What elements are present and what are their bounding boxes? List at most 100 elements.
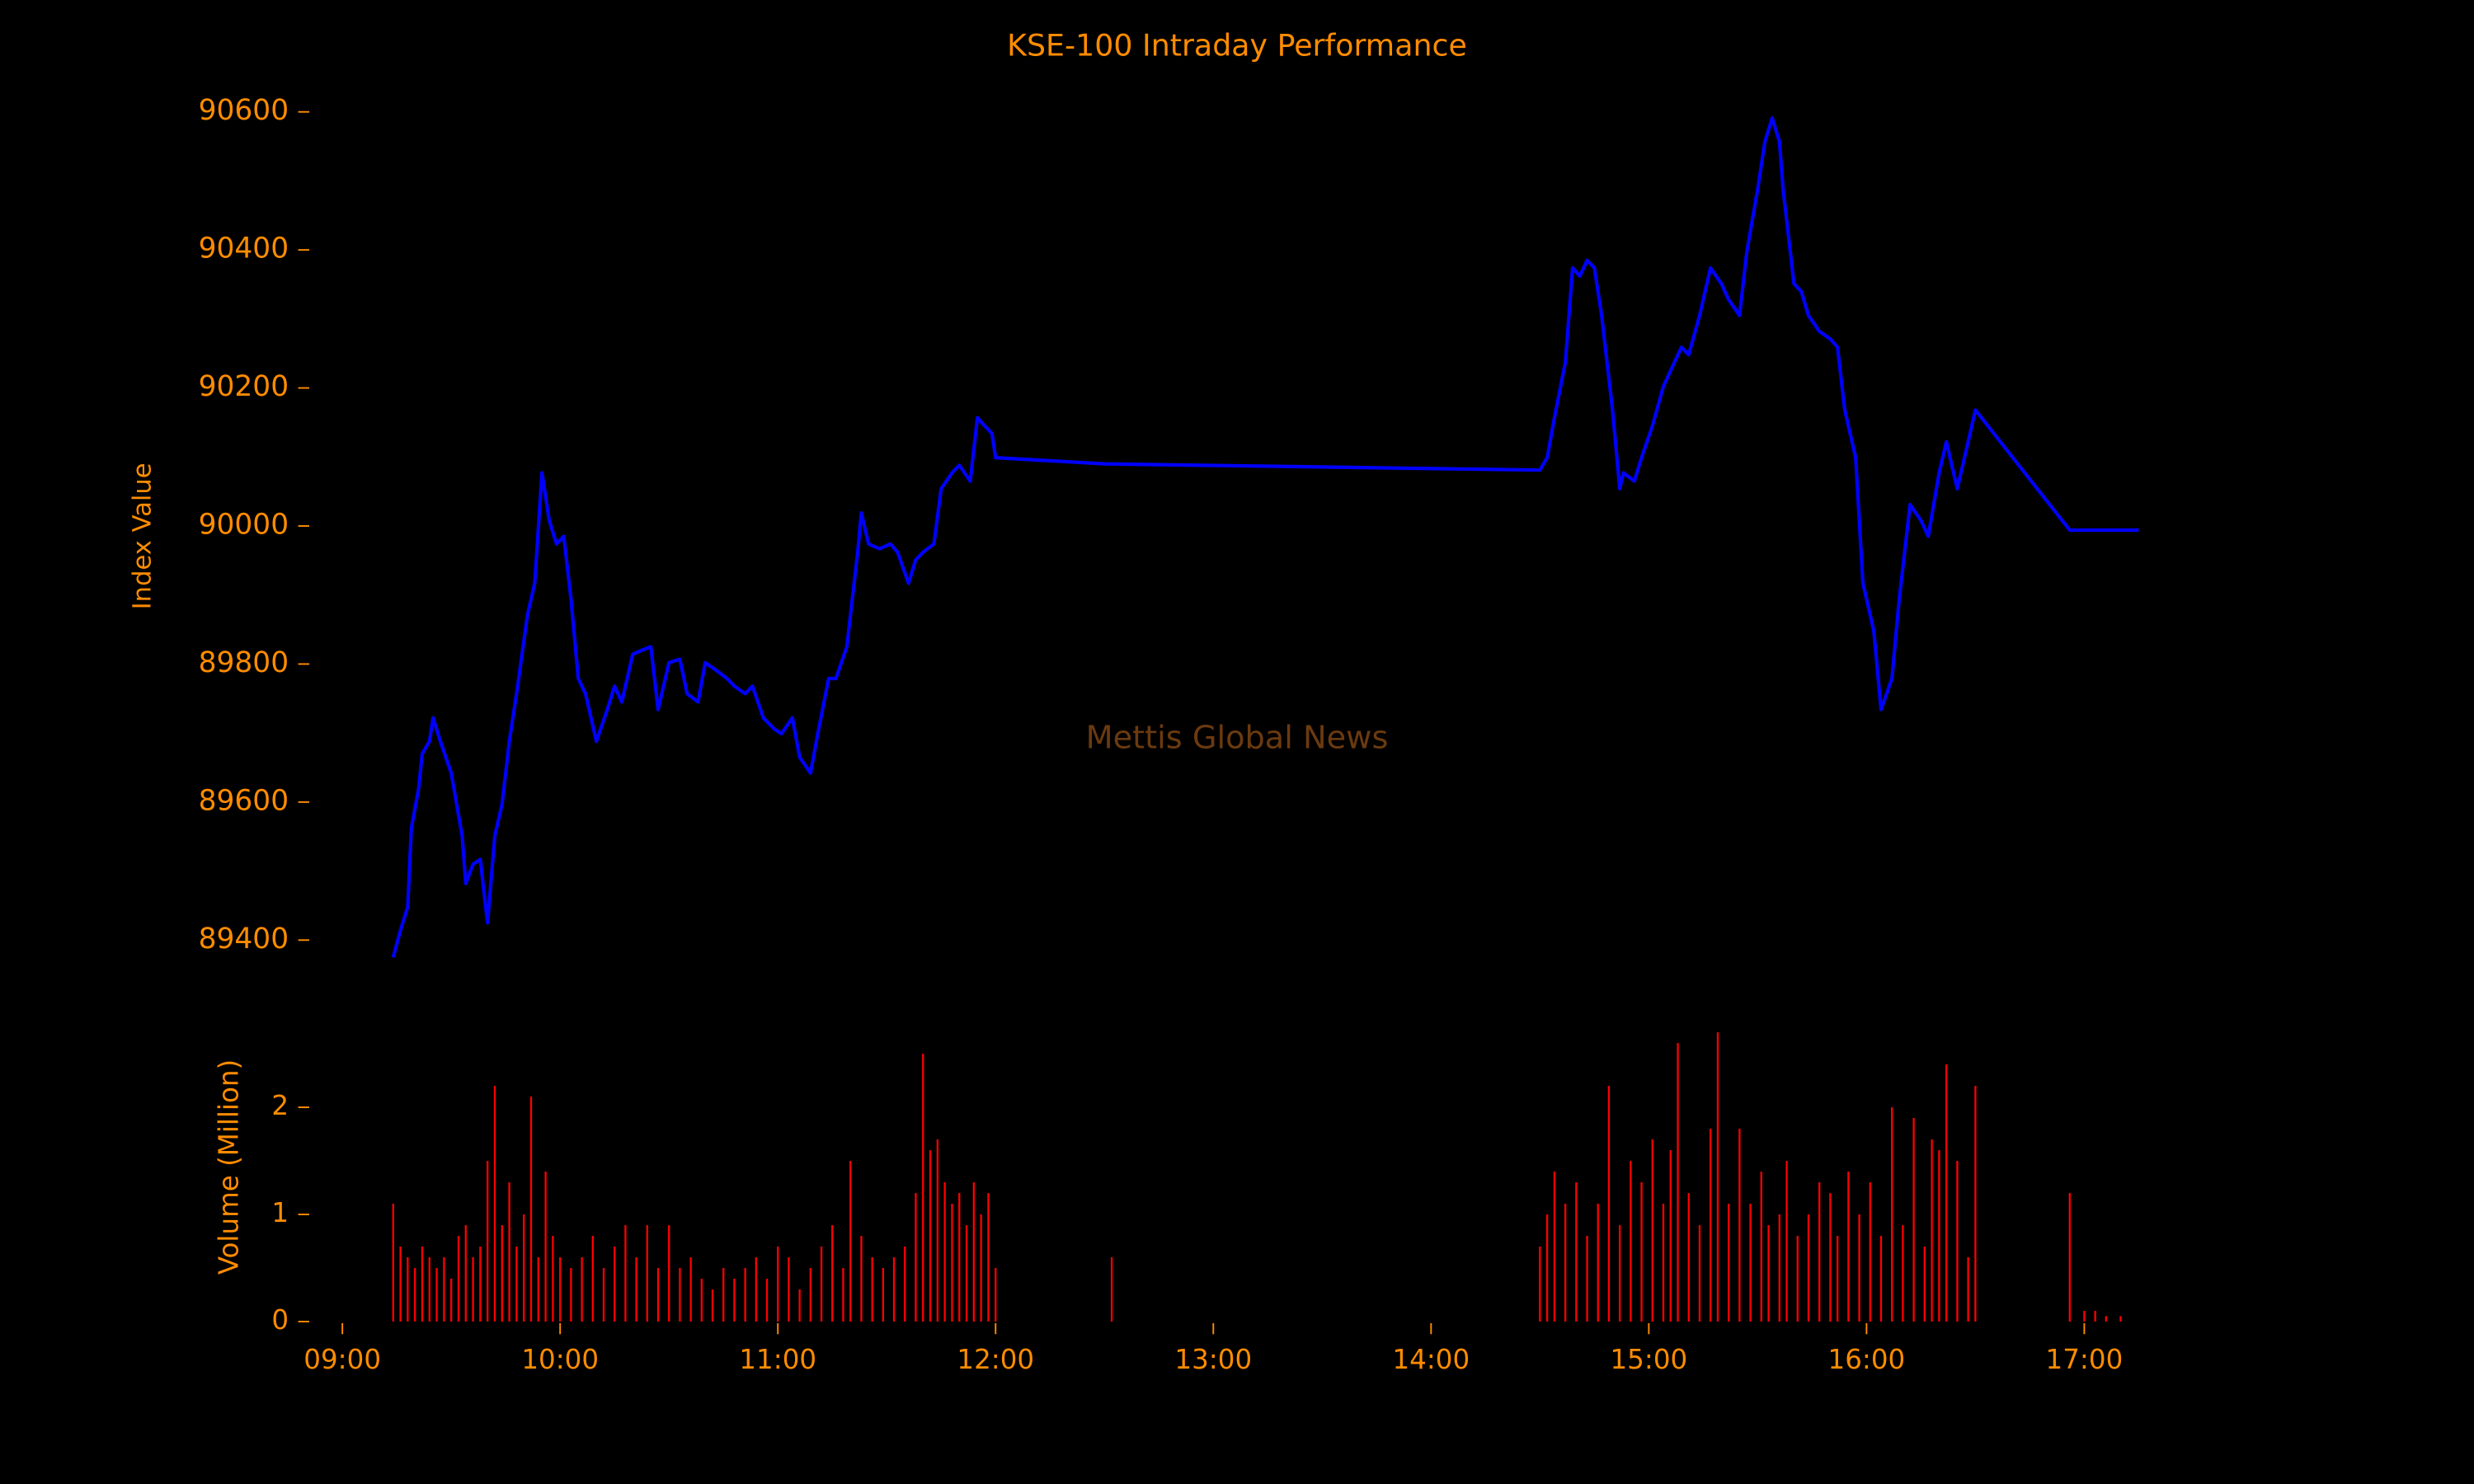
volume-bar xyxy=(1710,1129,1712,1322)
volume-bar xyxy=(1716,1032,1719,1322)
volume-bar xyxy=(904,1247,906,1322)
volume-bar xyxy=(1938,1150,1940,1322)
volume-bar xyxy=(635,1257,637,1322)
volume-bar xyxy=(552,1236,554,1322)
volume-bar xyxy=(591,1236,594,1322)
y-tick-label: 90400 xyxy=(199,232,289,265)
y-tick-label: 90200 xyxy=(199,370,289,403)
y-tick-label: 90600 xyxy=(199,94,289,127)
volume-bar xyxy=(479,1247,482,1322)
volume-bar xyxy=(965,1225,968,1322)
volume-bar xyxy=(581,1257,583,1322)
volume-bar xyxy=(464,1225,467,1322)
x-tick-label: 16:00 xyxy=(1828,1344,1906,1375)
volume-bar xyxy=(700,1278,703,1322)
volume-bar xyxy=(1669,1150,1672,1322)
volume-bar xyxy=(915,1193,917,1322)
volume-bar xyxy=(414,1268,416,1322)
volume-bar xyxy=(1662,1204,1665,1322)
volume-bar xyxy=(798,1289,801,1322)
volume-bar xyxy=(450,1278,453,1322)
volume-bar xyxy=(765,1278,769,1322)
volume-bar xyxy=(951,1204,953,1322)
volume-bar xyxy=(689,1257,692,1322)
volume-bar xyxy=(435,1268,438,1322)
volume-bar xyxy=(668,1225,670,1322)
volume-bar xyxy=(1640,1182,1643,1322)
volume-bar xyxy=(515,1247,518,1322)
volume-bar xyxy=(733,1278,736,1322)
volume-bar xyxy=(457,1236,460,1322)
volume-bar xyxy=(1586,1236,1588,1322)
watermark: Mettis Global News xyxy=(1086,720,1389,757)
volume-bar xyxy=(1698,1225,1701,1322)
volume-bar xyxy=(1796,1236,1799,1322)
x-tick-label: 17:00 xyxy=(2046,1344,2124,1375)
volume-bar xyxy=(2119,1316,2122,1322)
volume-bar xyxy=(2068,1193,2071,1322)
volume-bar xyxy=(1597,1204,1599,1322)
x-tick-label: 12:00 xyxy=(957,1344,1034,1375)
volume-bar xyxy=(1891,1107,1893,1322)
volume-bar xyxy=(1923,1247,1926,1322)
volume-bar xyxy=(523,1214,525,1322)
volume-bar xyxy=(1760,1172,1762,1322)
volume-bar xyxy=(559,1257,562,1322)
y-tick-label: 2 xyxy=(271,1090,289,1121)
y-tick-label: 90000 xyxy=(199,508,289,541)
volume-bar xyxy=(1829,1193,1832,1322)
x-tick-label: 14:00 xyxy=(1392,1344,1470,1375)
volume-bar xyxy=(1912,1118,1915,1322)
volume-bar xyxy=(407,1257,409,1322)
volume-bar xyxy=(892,1257,896,1322)
volume-bar xyxy=(820,1247,823,1322)
volume-bar xyxy=(472,1257,474,1322)
x-tick-label: 15:00 xyxy=(1610,1344,1687,1375)
chart-title: KSE-100 Intraday Performance xyxy=(1007,27,1467,63)
volume-bar xyxy=(722,1268,725,1322)
volume-bar xyxy=(1945,1064,1948,1322)
volume-bar xyxy=(614,1247,616,1322)
volume-bar xyxy=(537,1257,539,1322)
volume-bar xyxy=(2094,1310,2096,1322)
volume-bar xyxy=(392,1204,394,1322)
volume-bar xyxy=(1539,1247,1541,1322)
volume-bar xyxy=(1110,1257,1113,1322)
volume-bar xyxy=(1651,1139,1653,1322)
volume-bar xyxy=(2105,1316,2107,1322)
volume-bar xyxy=(570,1268,572,1322)
volume-bar xyxy=(1974,1086,1977,1322)
volume-bar xyxy=(943,1182,946,1322)
volume-bar xyxy=(1858,1214,1860,1322)
volume-bar xyxy=(1818,1182,1821,1322)
volume-bar xyxy=(1728,1204,1730,1322)
volume-bar xyxy=(656,1268,660,1322)
y-tick-label: 0 xyxy=(271,1304,289,1336)
volume-bar xyxy=(1767,1225,1770,1322)
y-axis-label: Index Value xyxy=(129,463,158,609)
volume-bar xyxy=(871,1257,873,1322)
volume-bar xyxy=(646,1225,648,1322)
volume-bar xyxy=(1677,1043,1679,1322)
volume-bar xyxy=(980,1214,982,1322)
volume-bar xyxy=(1869,1182,1871,1322)
x-tick-label: 10:00 xyxy=(521,1344,599,1375)
volume-bar xyxy=(1553,1172,1556,1322)
volume-bar xyxy=(1956,1161,1959,1322)
volume-bar xyxy=(711,1289,714,1322)
y-axis-label: Volume (Million) xyxy=(213,1059,244,1275)
volume-bar xyxy=(972,1182,976,1322)
volume-bar xyxy=(602,1268,605,1322)
volume-bar xyxy=(1546,1214,1549,1322)
volume-bar xyxy=(987,1193,990,1322)
volume-bar xyxy=(679,1268,681,1322)
volume-bar xyxy=(958,1193,961,1322)
volume-bar xyxy=(744,1268,746,1322)
volume-bar xyxy=(995,1268,997,1322)
volume-bar xyxy=(428,1257,430,1322)
y-tick-label: 1 xyxy=(271,1197,289,1228)
volume-bar xyxy=(1738,1129,1741,1322)
x-tick-label: 11:00 xyxy=(739,1344,816,1375)
volume-bar xyxy=(777,1247,779,1322)
